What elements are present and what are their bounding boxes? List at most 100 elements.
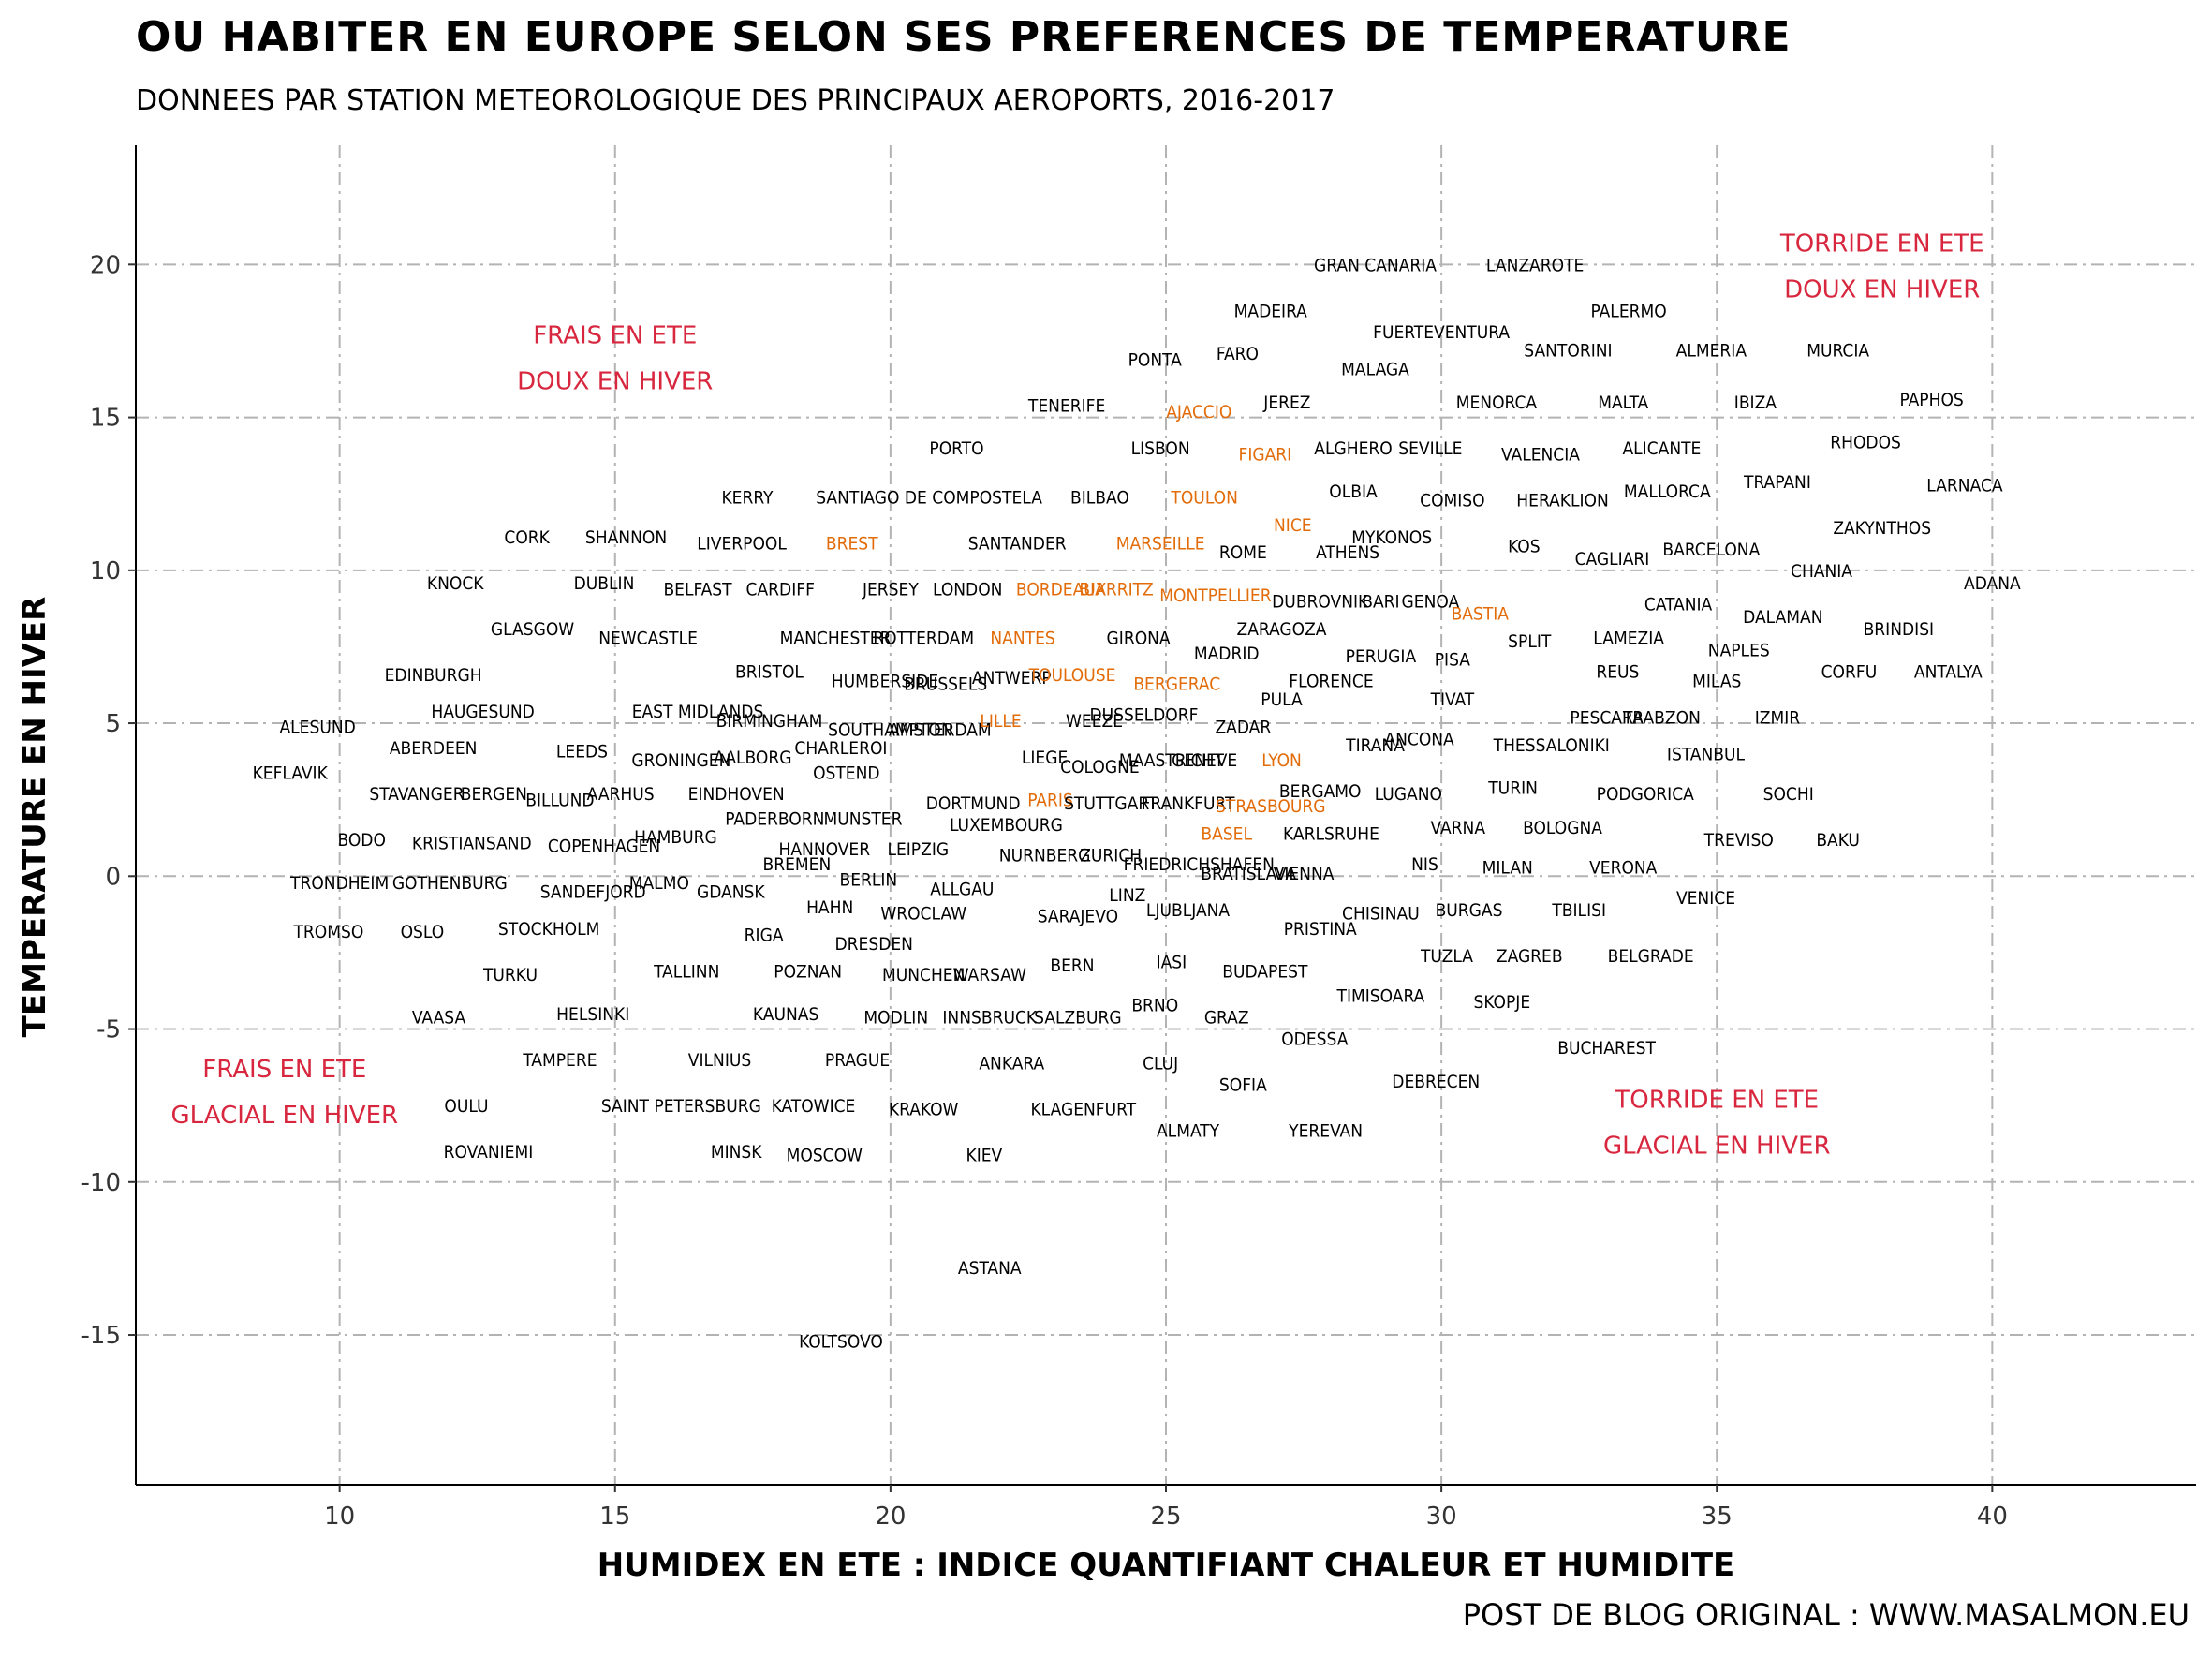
city-label: BELFAST — [663, 579, 732, 600]
city-label: BREMEN — [763, 854, 832, 875]
x-tick-label: 10 — [324, 1503, 355, 1531]
city-label: MALLORCA — [1624, 481, 1711, 502]
city-label: BERGERAC — [1133, 674, 1220, 695]
city-label: SANDEFJORD — [540, 882, 646, 903]
city-label: BRINDISI — [1864, 619, 1935, 640]
city-label: WARSAW — [953, 965, 1026, 985]
city-label: OULU — [444, 1096, 488, 1117]
city-label: INNSBRUCK — [942, 1007, 1038, 1028]
quadrant-annotation: DOUX EN HIVER — [1784, 275, 1980, 304]
city-label: ZURICH — [1080, 845, 1142, 866]
city-label: BASTIA — [1452, 604, 1510, 625]
city-label: LUXEMBOURG — [950, 815, 1063, 836]
city-label: SANTORINI — [1524, 341, 1612, 362]
city-label: NANTES — [990, 629, 1054, 649]
quadrant-annotation: GLACIAL EN HIVER — [1603, 1133, 1831, 1161]
city-label: EAST MIDLANDS — [632, 702, 764, 722]
city-label: SEVILLE — [1398, 438, 1462, 459]
quadrant-annotation: FRAIS EN ETE — [202, 1056, 366, 1084]
city-label: SPLIT — [1508, 631, 1552, 652]
city-label: IASI — [1157, 953, 1187, 973]
tick-labels: 10 15 20 25 30 35 40 -15 -10 -5 0 5 10 15 20 — [81, 251, 2008, 1531]
city-label: BARI — [1362, 591, 1399, 612]
city-label: BRNO — [1131, 995, 1178, 1015]
city-label: ZADAR — [1215, 717, 1271, 737]
city-label: BUCHAREST — [1557, 1038, 1656, 1059]
city-label: BOLOGNA — [1523, 818, 1602, 838]
city-label: NURNBERG — [999, 845, 1091, 866]
city-label: ALICANTE — [1622, 438, 1701, 459]
city-label: ROME — [1219, 542, 1267, 563]
city-label: LEIPZIG — [887, 839, 949, 860]
city-label: MUNSTER — [823, 808, 902, 829]
city-label: NEWCASTLE — [598, 629, 698, 649]
city-label: KARLSRUHE — [1283, 824, 1379, 845]
city-label: RHODOS — [1830, 433, 1901, 453]
city-label: CORFU — [1821, 662, 1878, 683]
city-label: ALESUND — [279, 717, 355, 737]
x-tick-label: 20 — [875, 1503, 906, 1531]
city-label: MODLIN — [863, 1007, 928, 1028]
city-label: GRONINGEN — [631, 750, 730, 771]
city-label: COLOGNE — [1060, 757, 1140, 778]
city-label: EINDHOVEN — [688, 784, 785, 805]
city-label: AALBORG — [714, 748, 791, 768]
city-label: THESSALONIKI — [1493, 735, 1610, 756]
city-label: LJUBLJANA — [1146, 900, 1230, 921]
city-label: ALGHERO — [1314, 438, 1392, 459]
city-label: CATANIA — [1644, 595, 1713, 615]
quadrant-annotation: FRAIS EN ETE — [533, 321, 697, 349]
city-label: GLASGOW — [491, 619, 574, 640]
city-label: MARSEILLE — [1116, 533, 1205, 554]
city-label: REUS — [1596, 662, 1639, 683]
city-label: HAHN — [806, 897, 853, 918]
grid-lines — [136, 145, 2196, 1485]
city-label: STUTTGART — [1064, 793, 1158, 814]
city-label: LARNACA — [1926, 475, 2003, 496]
city-label: BILLUND — [525, 791, 594, 811]
city-label: DEBRECEN — [1392, 1072, 1480, 1092]
city-label: BARCELONA — [1662, 540, 1760, 560]
city-label: KRISTIANSAND — [412, 833, 532, 853]
y-tick-label: -5 — [96, 1016, 121, 1044]
city-label: DORTMUND — [926, 793, 1021, 814]
city-label: WROCLAW — [880, 903, 966, 924]
city-label: PESCARA — [1570, 708, 1644, 729]
city-label: KOS — [1508, 537, 1540, 557]
city-label: KNOCK — [427, 573, 484, 594]
city-label: BURGAS — [1436, 900, 1503, 921]
x-tick-label: 25 — [1150, 1503, 1181, 1531]
city-label: DUSSELDORF — [1089, 704, 1198, 725]
city-label: BRISTOL — [735, 662, 804, 683]
city-label: MALAGA — [1341, 359, 1409, 379]
y-axis-title: TEMPERATURE EN HIVER — [16, 597, 53, 1038]
city-label: PONTA — [1128, 350, 1183, 371]
x-tick-label: 30 — [1426, 1503, 1457, 1531]
y-tick-label: -10 — [81, 1169, 121, 1197]
city-label: VILNIUS — [688, 1050, 751, 1071]
city-label: TRABZON — [1622, 708, 1701, 729]
city-label: BELGRADE — [1608, 946, 1694, 967]
city-label: ABERDEEN — [390, 738, 478, 759]
city-label: TIVAT — [1430, 689, 1475, 710]
quadrant-annotation: TORRIDE EN ETE — [1614, 1087, 1819, 1115]
quadrant-annotation: DOUX EN HIVER — [517, 367, 713, 395]
city-label: ODESSA — [1281, 1029, 1348, 1049]
city-label: PULA — [1261, 689, 1303, 710]
city-label: STOCKHOLM — [498, 919, 599, 940]
city-label: ALMATY — [1157, 1120, 1220, 1141]
city-label: SARAJEVO — [1038, 907, 1118, 927]
city-label: NIS — [1411, 854, 1438, 875]
city-label: BRATISLAVA — [1201, 864, 1296, 884]
y-tick-label: 5 — [105, 710, 121, 738]
y-tick-label: 20 — [90, 251, 121, 279]
city-label: KERRY — [721, 487, 774, 508]
city-label: VAASA — [412, 1007, 466, 1028]
city-label: OSTEND — [813, 763, 880, 783]
city-label: BILBAO — [1070, 487, 1129, 508]
city-label: MADRID — [1194, 644, 1260, 664]
city-label: BAKU — [1816, 830, 1860, 851]
city-label: PISA — [1435, 649, 1471, 670]
city-label: KEFLAVIK — [253, 763, 329, 783]
city-label: FUERTEVENTURA — [1373, 322, 1510, 343]
